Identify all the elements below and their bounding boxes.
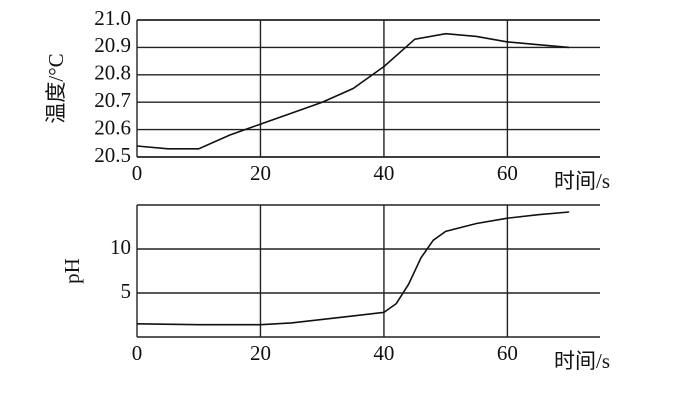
- x-tick-label: 20: [250, 161, 271, 185]
- data-line: [136, 32, 570, 150]
- x-axis-label: 时间/s: [554, 349, 610, 373]
- y-tick-label: 20.7: [94, 88, 131, 112]
- y-tick-label: 20.6: [94, 115, 131, 139]
- y-tick-label: 5: [121, 279, 132, 303]
- y-axis-label: pH: [60, 258, 84, 284]
- x-axis-label: 时间/s: [554, 169, 610, 193]
- x-tick-label: 40: [373, 341, 394, 365]
- x-tick-label: 60: [497, 161, 518, 185]
- x-tick-label: 60: [497, 341, 518, 365]
- y-tick-label: 21.0: [94, 6, 131, 30]
- x-tick-label: 40: [373, 161, 394, 185]
- y-tick-label: 10: [110, 235, 131, 259]
- x-tick-label: 20: [250, 341, 271, 365]
- x-tick-label: 0: [132, 161, 143, 185]
- y-tick-label: 20.5: [94, 143, 131, 167]
- x-tick-label: 0: [132, 341, 143, 365]
- y-tick-label: 20.9: [94, 33, 131, 57]
- y-tick-label: 20.8: [94, 61, 131, 85]
- y-axis-label: 温度/°C: [44, 53, 68, 123]
- data-line: [136, 211, 570, 326]
